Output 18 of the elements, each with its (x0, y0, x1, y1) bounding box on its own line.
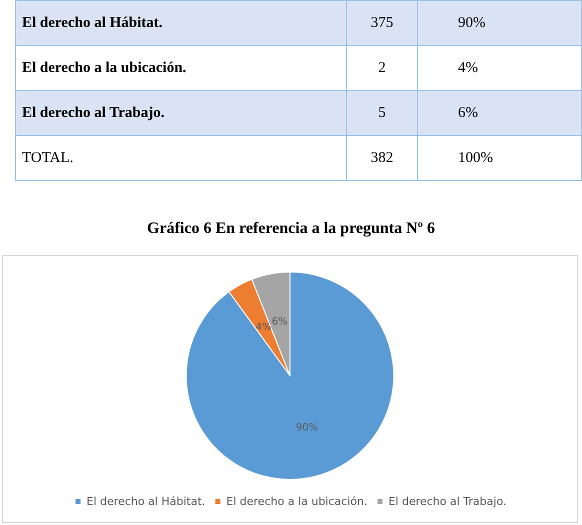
text: El derecho a la ubicación. (16, 46, 346, 90)
text: 100% (418, 136, 582, 180)
legend-label: El derecho al Hábitat. (86, 495, 206, 508)
text: El derecho al Trabajo. (16, 90, 346, 136)
text: 5 (346, 90, 418, 136)
text: 90% (418, 0, 582, 46)
text: 375 (346, 0, 418, 46)
legend-label: El derecho a la ubicación. (226, 495, 368, 508)
text: 6% (418, 90, 582, 136)
data-label: 6% (272, 316, 288, 328)
chart-title: Gráfico 6 En referencia a la pregunta Nº 6 (146, 220, 436, 238)
text: 2 (346, 46, 418, 90)
text: El derecho al Hábitat. (16, 0, 346, 46)
data-label: 90% (296, 422, 318, 434)
text: 382 (346, 136, 418, 180)
legend-label: El derecho al Trabajo. (388, 495, 506, 508)
text: 4% (418, 46, 582, 90)
text: TOTAL. (16, 136, 346, 180)
